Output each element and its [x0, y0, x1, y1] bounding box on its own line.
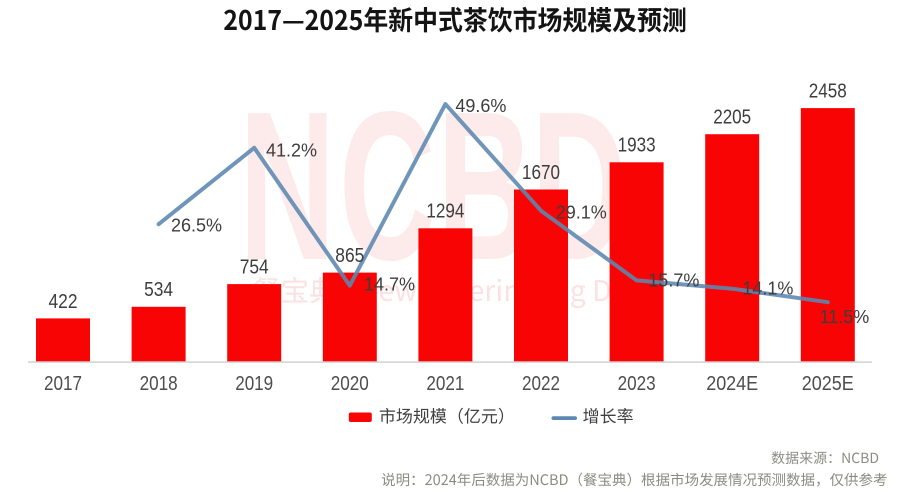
svg-text:11.5%: 11.5%: [820, 307, 870, 327]
svg-text:29.1%: 29.1%: [556, 203, 607, 223]
svg-text:2018: 2018: [140, 373, 178, 395]
svg-text:754: 754: [240, 257, 269, 279]
svg-text:14.7%: 14.7%: [364, 275, 415, 295]
svg-text:2025E: 2025E: [802, 373, 854, 395]
svg-text:2024E: 2024E: [706, 373, 758, 395]
svg-text:1294: 1294: [426, 201, 464, 223]
svg-text:2205: 2205: [713, 107, 751, 129]
svg-text:1933: 1933: [618, 135, 656, 157]
svg-text:2020: 2020: [331, 373, 369, 395]
svg-text:15.7%: 15.7%: [648, 271, 699, 291]
svg-text:1670: 1670: [522, 162, 560, 184]
svg-text:865: 865: [335, 245, 364, 267]
svg-text:2017: 2017: [44, 373, 82, 395]
svg-text:2021: 2021: [426, 373, 464, 395]
svg-text:26.5%: 26.5%: [171, 216, 222, 236]
svg-text:2023: 2023: [618, 373, 656, 395]
svg-text:41.2%: 41.2%: [266, 141, 317, 161]
svg-text:2019: 2019: [235, 373, 273, 395]
svg-text:N: N: [239, 68, 335, 305]
svg-text:14.1%: 14.1%: [742, 279, 793, 299]
svg-text:534: 534: [144, 279, 173, 301]
svg-text:422: 422: [49, 291, 78, 313]
svg-text:2458: 2458: [809, 81, 847, 103]
svg-text:2022: 2022: [522, 373, 560, 395]
svg-text:49.6%: 49.6%: [455, 96, 506, 116]
